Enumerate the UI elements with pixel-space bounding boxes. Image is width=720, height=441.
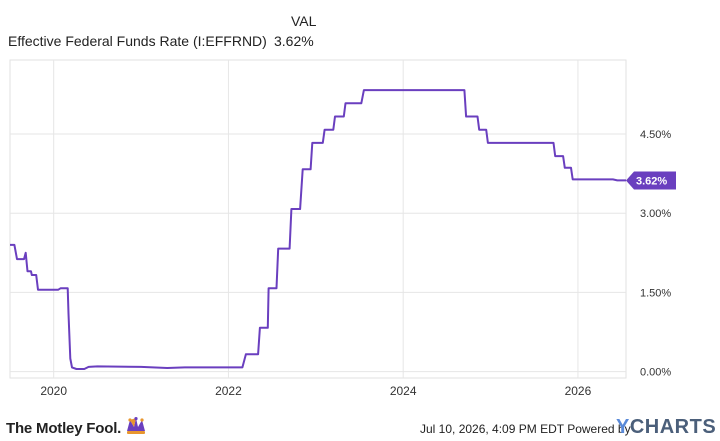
x-tick-label: 2024 [390,384,417,398]
line-chart[interactable]: 2020 2022 2024 2026 0.00% 1.50% 3.00% 4.50% 3.… [0,0,720,400]
legend-value-header: VAL [291,13,317,29]
y-tick-label: 4.50% [640,129,671,141]
callout-badge [626,171,676,190]
y-tick-label: 0.00% [640,367,671,379]
grid-lines [10,60,626,378]
legend-series-value: 3.62% [274,33,314,49]
ycharts-logo-text: CHARTS [629,416,717,438]
series-line [10,89,626,370]
plot-area [9,59,627,379]
last-value-callout: 3.62% [626,171,676,190]
brand-name: The Motley Fool. [6,419,122,437]
jester-hat-icon [125,416,147,440]
ycharts-logo-y: Y [616,416,630,438]
x-axis-ticks: 2020 2022 2024 2026 [40,384,591,398]
timestamp-powered-by: Jul 10, 2026, 4:09 PM EDT Powered by [420,422,631,436]
chart-legend: VAL Effective Federal Funds Rate (I:EFFR… [0,0,720,60]
chart-footer: The Motley Fool. Jul 10, 2026, 4:09 PM E… [0,410,720,441]
y-tick-label: 3.00% [640,208,671,220]
x-tick-label: 2026 [565,384,592,398]
x-tick-label: 2020 [40,384,67,398]
series-layer [10,89,626,370]
y-axis-ticks: 0.00% 1.50% 3.00% 4.50% [640,129,671,379]
plot-frame [9,59,627,379]
legend-series-name[interactable]: Effective Federal Funds Rate (I:EFFRND) [8,33,267,49]
motley-fool-logo[interactable]: The Motley Fool. [6,416,147,440]
callout-label: 3.62% [636,175,667,187]
x-tick-label: 2022 [215,384,242,398]
y-tick-label: 1.50% [640,287,671,299]
ycharts-logo[interactable]: YCHARTS [616,416,716,439]
